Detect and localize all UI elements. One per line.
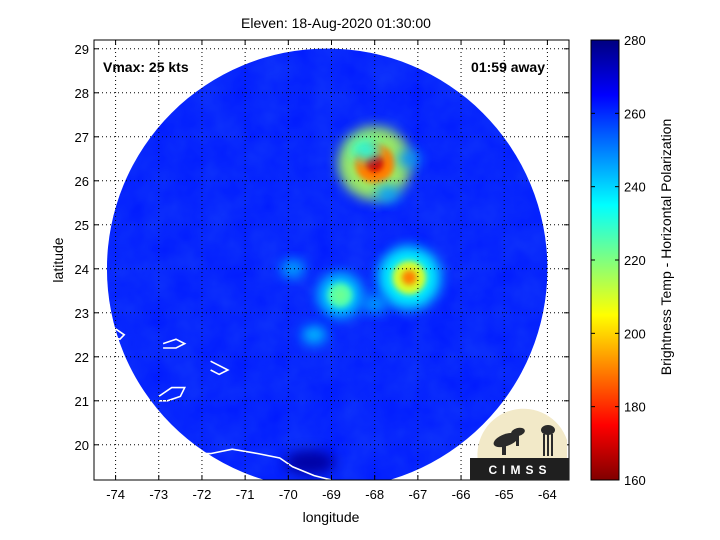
x-tick-label: -65 xyxy=(495,487,514,502)
coastline-segment xyxy=(162,338,187,349)
colorbar: 160 180 200 220 240 260 280 Brightness Temp - … xyxy=(590,33,674,488)
x-tick-label: -69 xyxy=(322,487,341,502)
coastline-segment xyxy=(158,386,186,402)
y-tick-label: 22 xyxy=(75,350,89,365)
water-tower-icon xyxy=(541,425,555,456)
x-tick-label: -67 xyxy=(408,487,427,502)
tb-feature xyxy=(284,449,336,476)
x-tick-label: -66 xyxy=(452,487,471,502)
tb-feature xyxy=(377,246,441,310)
colorbar-label: Brightness Temp - Horizontal Polarizatio… xyxy=(658,119,674,376)
tb-feature xyxy=(317,272,363,319)
x-tick-label: -73 xyxy=(149,487,168,502)
coastline-segment xyxy=(188,452,220,468)
y-tick-label: 25 xyxy=(75,218,89,233)
colorbar-ticks: 160 180 200 220 240 260 280 xyxy=(591,33,646,488)
axis-ticks: -74 -73 -72 -71 -70 -69 -68 -67 -66 -65 -64 20 21 22 2… xyxy=(75,40,569,502)
y-axis-title: latitude xyxy=(50,237,66,282)
y-tick-label: 24 xyxy=(75,262,89,277)
y-tick-label: 28 xyxy=(75,86,89,101)
logo-text: CIMSS xyxy=(488,463,551,477)
y-tick-label: 23 xyxy=(75,306,89,321)
cimss-logo: CIMSS xyxy=(470,408,569,480)
plot-area: -74 -73 -72 -71 -70 -69 -68 -67 -66 -65 -64 20 21 22 2… xyxy=(75,39,570,502)
colorbar-tick-label: 200 xyxy=(624,326,646,341)
colorbar-tick-label: 240 xyxy=(624,180,646,195)
colorbar-tick-label: 280 xyxy=(624,33,646,48)
chart-title: Eleven: 18-Aug-2020 01:30:00 xyxy=(241,15,431,31)
tb-feature xyxy=(280,259,305,278)
y-tick-label: 27 xyxy=(75,130,89,145)
colorbar-tick-label: 160 xyxy=(624,473,646,488)
coastline-segment xyxy=(210,360,230,376)
coastline-segment xyxy=(149,448,332,480)
time-away-annotation: 01:59 away xyxy=(471,59,545,75)
logo-antenna-icon xyxy=(493,427,525,455)
coastline-segment xyxy=(94,435,116,446)
logo-band xyxy=(470,458,569,480)
colorbar-tick-label: 180 xyxy=(624,400,646,415)
features-layer xyxy=(280,126,441,476)
colorbar-tick-label: 220 xyxy=(624,253,646,268)
coastline-segment xyxy=(94,316,126,341)
coastlines xyxy=(94,316,332,480)
y-tick-label: 26 xyxy=(75,174,89,189)
x-tick-label: -70 xyxy=(279,487,298,502)
y-tick-label: 29 xyxy=(75,42,89,57)
tb-feature xyxy=(351,139,381,161)
tb-feature xyxy=(375,185,400,203)
x-tick-label: -74 xyxy=(106,487,125,502)
colorbar-gradient xyxy=(591,40,619,480)
y-tick-label: 21 xyxy=(75,394,89,409)
y-tick-label: 20 xyxy=(75,438,89,453)
colorbar-tick-label: 260 xyxy=(624,106,646,121)
x-axis-title: longitude xyxy=(303,509,360,525)
tb-feature xyxy=(397,150,421,168)
swath-texture xyxy=(106,48,548,480)
x-tick-label: -64 xyxy=(538,487,557,502)
tb-feature xyxy=(301,325,327,345)
x-tick-label: -71 xyxy=(236,487,255,502)
vmax-annotation: Vmax: 25 kts xyxy=(103,59,189,75)
grid xyxy=(94,40,569,480)
x-tick-label: -68 xyxy=(365,487,384,502)
x-tick-label: -72 xyxy=(193,487,212,502)
swath-layer xyxy=(94,48,548,480)
